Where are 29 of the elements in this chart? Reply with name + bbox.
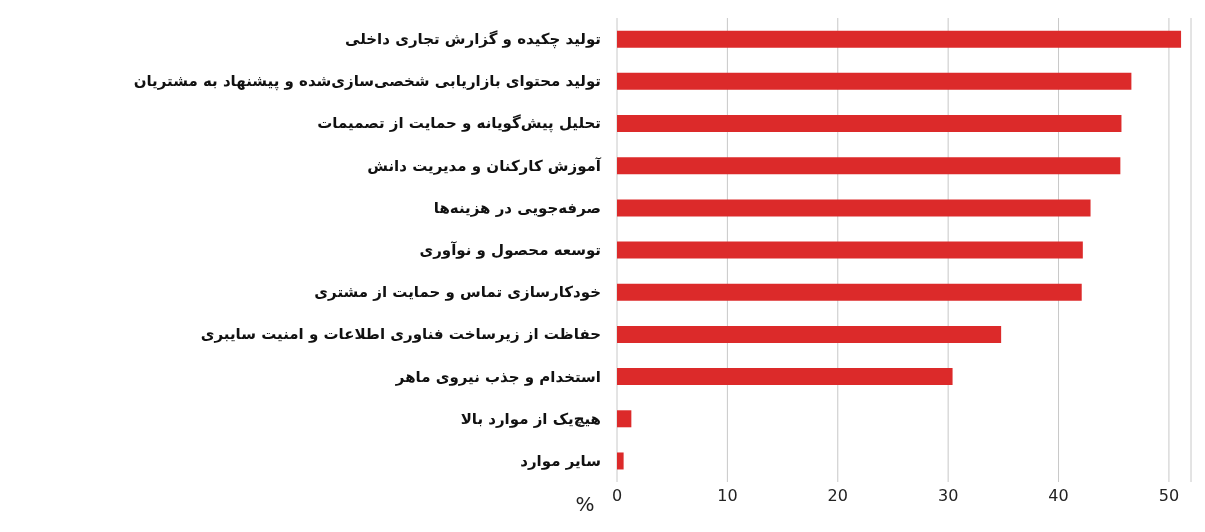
bar xyxy=(617,199,1091,217)
y-tick-label: تولید چکیده و گزارش تجاری داخلی xyxy=(344,30,601,50)
bar xyxy=(617,368,953,386)
y-tick-label: حفاظت از زیرساخت فناوری اطلاعات و امنیت سایبری xyxy=(200,325,601,344)
y-tick-label: استخدام و جذب نیروی ماهر xyxy=(394,367,601,386)
x-tick-label: 40 xyxy=(1048,486,1069,506)
bar xyxy=(617,283,1082,301)
y-tick-label: توسعه محصول و نوآوری xyxy=(419,241,601,259)
y-tick-label: تولید محتوای بازاریابی شخصی‌سازی‌شده و پیشنهاد به مشتریان xyxy=(133,72,601,92)
bar xyxy=(617,72,1132,90)
y-tick-label: خودکارسازی تماس و حمایت از مشتری xyxy=(314,283,601,302)
bar xyxy=(617,325,1002,343)
x-tick-label: 0 xyxy=(611,486,623,506)
x-tick-label: 30 xyxy=(937,486,959,506)
bar xyxy=(617,157,1121,175)
x-tick-label: 50 xyxy=(1158,486,1180,506)
y-tick-label: آموزش کارکنان و مدیریت دانش xyxy=(367,156,602,175)
y-tick-label: سایر موارد xyxy=(520,451,601,470)
y-tick-label: تحلیل پیش‌گویانه و حمایت از تصمیمات xyxy=(317,114,601,134)
y-tick-label: هیچ‌یک از موارد بالا xyxy=(460,409,601,428)
bar xyxy=(617,452,624,470)
bar xyxy=(617,115,1122,133)
x-axis-title: % xyxy=(575,492,595,516)
bar xyxy=(617,410,632,428)
bar xyxy=(617,241,1083,259)
y-tick-label: صرفه‌جویی در هزینه‌ها xyxy=(433,198,601,217)
bar xyxy=(617,30,1182,48)
x-tick-label: 10 xyxy=(717,486,738,506)
x-tick-label: 20 xyxy=(827,486,848,506)
